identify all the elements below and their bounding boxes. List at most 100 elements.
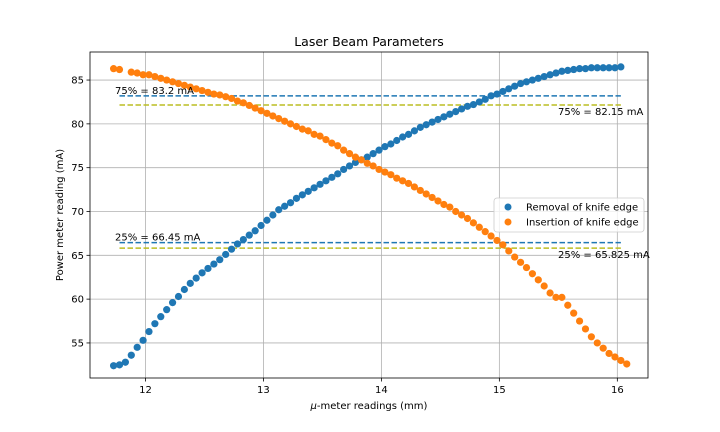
insertion-point xyxy=(304,127,312,135)
removal-point xyxy=(511,82,519,90)
insertion-point xyxy=(522,263,531,272)
removal-point xyxy=(475,98,483,106)
insertion-point xyxy=(399,177,407,185)
insertion-point xyxy=(434,197,442,205)
removal-point xyxy=(204,264,212,273)
removal-point xyxy=(180,285,188,294)
removal-point xyxy=(499,87,507,96)
insertion-point xyxy=(222,93,230,101)
insertion-point xyxy=(416,186,424,195)
insertion-point xyxy=(540,282,548,290)
insertion-point xyxy=(257,107,265,115)
removal-point xyxy=(463,102,472,110)
insertion-point xyxy=(564,301,572,309)
removal-point xyxy=(322,177,330,185)
insertion-point xyxy=(281,117,289,125)
x-tick-label: 16 xyxy=(611,385,624,396)
removal-point xyxy=(410,127,419,135)
insertion-point xyxy=(369,162,377,170)
removal-point xyxy=(316,180,324,188)
removal-point xyxy=(233,240,242,248)
insertion-point xyxy=(452,207,460,216)
insertion-point xyxy=(611,353,619,361)
chart-title: Laser Beam Parameters xyxy=(294,34,444,49)
annotations: 75% = 83.2 mA 75% = 82.15 mA 25% = 66.45 m… xyxy=(115,86,650,261)
removal-point xyxy=(369,150,377,158)
insertion-point xyxy=(558,293,566,301)
insertion-point xyxy=(410,183,419,191)
data-points xyxy=(109,63,631,370)
removal-point xyxy=(269,211,277,219)
insertion-point xyxy=(387,171,395,179)
removal-point xyxy=(522,78,531,86)
removal-point xyxy=(469,100,478,109)
insertion-point xyxy=(322,136,330,144)
insertion-point xyxy=(316,132,324,140)
insertion-point xyxy=(292,122,301,131)
insertion-point xyxy=(115,65,124,74)
removal-point xyxy=(133,343,141,351)
y-tick-label: 85 xyxy=(71,76,84,87)
removal-point xyxy=(393,136,401,145)
removal-point xyxy=(564,66,572,75)
removal-point xyxy=(558,67,566,75)
removal-point xyxy=(381,143,389,151)
insertion-point xyxy=(127,68,135,76)
insertion-point xyxy=(505,247,513,255)
removal-point xyxy=(611,64,619,72)
removal-point xyxy=(222,250,230,259)
removal-point xyxy=(115,361,124,369)
insertion-point xyxy=(422,190,430,198)
y-tick-label: 75 xyxy=(71,163,84,174)
insertion-point xyxy=(192,85,200,93)
insertion-point xyxy=(340,146,348,154)
removal-point xyxy=(174,292,183,301)
insertion-point xyxy=(298,125,306,133)
insertion-point xyxy=(469,219,478,227)
removal-point xyxy=(534,74,542,82)
removal-point xyxy=(434,115,442,124)
insertion-point xyxy=(286,120,295,128)
insertion-point xyxy=(623,360,631,368)
insertion-point xyxy=(599,344,607,352)
removal-point xyxy=(505,85,513,93)
insertion-point xyxy=(186,83,194,91)
removal-point xyxy=(546,71,554,79)
removal-point xyxy=(163,306,171,314)
insertion-point xyxy=(198,86,206,95)
insertion-point xyxy=(481,228,489,236)
insertion-point xyxy=(351,153,360,161)
removal-point xyxy=(210,260,218,268)
removal-point xyxy=(151,320,159,328)
removal-point xyxy=(416,123,424,131)
removal-point xyxy=(399,133,407,141)
legend-box xyxy=(493,197,645,233)
insertion-point xyxy=(534,276,542,284)
insertion-point xyxy=(404,179,413,188)
removal-point xyxy=(481,95,489,103)
removal-point xyxy=(458,105,466,113)
insertion-point xyxy=(345,150,354,158)
reference-label: 25% = 65.825 mA xyxy=(558,250,650,261)
removal-point xyxy=(422,121,430,129)
removal-point xyxy=(281,202,289,210)
insertion-point xyxy=(393,174,401,182)
removal-point xyxy=(617,63,625,71)
insertion-point xyxy=(463,214,472,223)
reference-lines xyxy=(119,95,621,249)
removal-point xyxy=(446,110,454,118)
insertion-point xyxy=(251,104,259,112)
removal-point xyxy=(298,191,306,199)
removal-point xyxy=(198,269,206,277)
insertion-point xyxy=(528,270,536,278)
removal-point xyxy=(257,221,265,230)
removal-point xyxy=(351,158,360,167)
removal-point xyxy=(239,235,247,244)
y-axis-label: Power meter reading (mA) xyxy=(55,149,66,281)
y-tick-label: 60 xyxy=(71,295,84,306)
removal-point xyxy=(575,65,584,73)
insertion-point xyxy=(487,232,495,240)
removal-point xyxy=(139,336,147,344)
insertion-point xyxy=(133,69,141,77)
x-tick-label: 15 xyxy=(493,385,506,396)
